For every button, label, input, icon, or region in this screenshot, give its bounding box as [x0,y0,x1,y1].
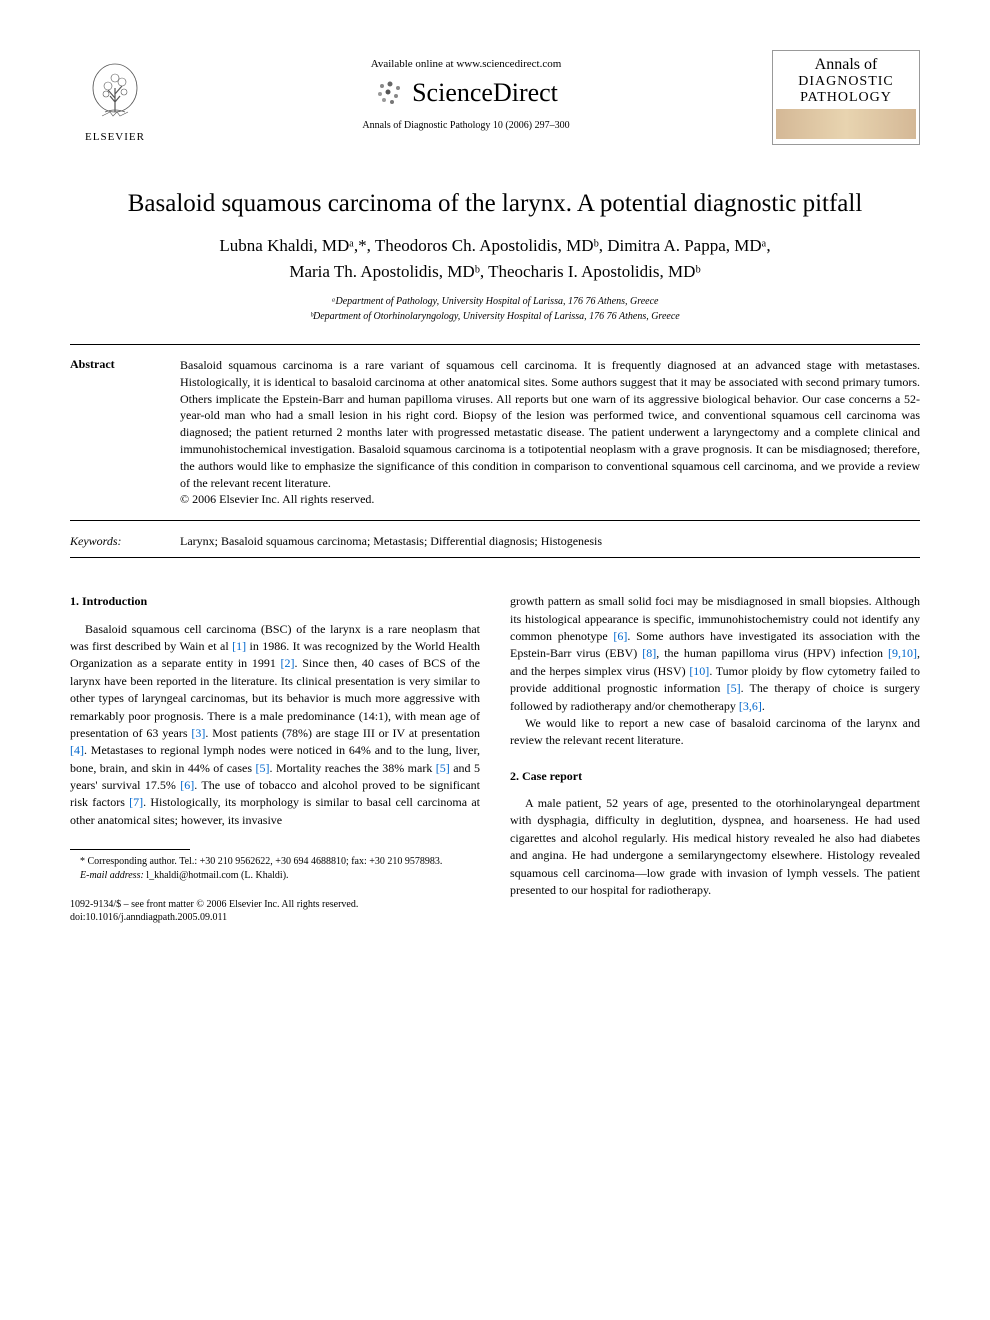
ref-link-5b[interactable]: [5] [436,761,450,775]
elsevier-text: ELSEVIER [85,131,145,143]
ref-link-6b[interactable]: [6] [613,629,627,643]
elsevier-logo: ELSEVIER [70,50,160,150]
available-online-text: Available online at www.sciencedirect.co… [160,58,772,70]
ref-link-910[interactable]: [9,10] [888,646,917,660]
right-column: growth pattern as small solid foci may b… [510,593,920,924]
abstract-row: Abstract Basaloid squamous carcinoma is … [70,357,920,508]
sciencedirect-dots-icon [374,78,404,108]
case-report-heading: 2. Case report [510,768,920,785]
authors: Lubna Khaldi, MDᵃ,*, Theodoros Ch. Apost… [70,233,920,284]
elsevier-tree-icon [80,58,150,128]
case-report-p1: A male patient, 52 years of age, present… [510,795,920,899]
keywords-text: Larynx; Basaloid squamous carcinoma; Met… [180,534,602,549]
journal-box-line2: DIAGNOSTIC [776,74,916,90]
article-title: Basaloid squamous carcinoma of the laryn… [70,190,920,218]
abstract-section: Abstract Basaloid squamous carcinoma is … [70,344,920,521]
ref-link-2[interactable]: [2] [281,656,295,670]
ref-link-36[interactable]: [3,6] [739,699,762,713]
journal-reference: Annals of Diagnostic Pathology 10 (2006)… [160,120,772,131]
footnote-separator [70,849,190,850]
journal-box-line3: PATHOLOGY [776,90,916,106]
ref-link-7[interactable]: [7] [129,795,143,809]
intro-p2: We would like to report a new case of ba… [510,715,920,750]
abstract-text: Basaloid squamous carcinoma is a rare va… [180,357,920,508]
ref-link-5[interactable]: [5] [256,761,270,775]
ref-link-3[interactable]: [3] [191,726,205,740]
authors-line-1: Lubna Khaldi, MDᵃ,*, Theodoros Ch. Apost… [219,236,770,255]
ref-link-1[interactable]: [1] [232,639,246,653]
ref-link-6[interactable]: [6] [180,778,194,792]
keywords-label: Keywords: [70,534,150,549]
intro-continued: growth pattern as small solid foci may b… [510,593,920,715]
ref-link-5c[interactable]: [5] [727,681,741,695]
page-container: ELSEVIER Available online at www.science… [0,0,990,964]
authors-line-2: Maria Th. Apostolidis, MDᵇ, Theocharis I… [289,262,700,281]
intro-heading: 1. Introduction [70,593,480,610]
keywords-row: Keywords: Larynx; Basaloid squamous carc… [70,526,920,558]
email-footnote: E-mail address: l_khaldi@hotmail.com (L.… [70,869,480,883]
left-column: 1. Introduction Basaloid squamous cell c… [70,593,480,924]
ref-link-4[interactable]: [4] [70,743,84,757]
header-center: Available online at www.sciencedirect.co… [160,50,772,131]
body-columns: 1. Introduction Basaloid squamous cell c… [70,593,920,924]
corresponding-author-footnote: * Corresponding author. Tel.: +30 210 95… [70,855,480,869]
ref-link-8[interactable]: [8] [642,646,656,660]
header: ELSEVIER Available online at www.science… [70,50,920,150]
ref-link-10[interactable]: [10] [689,664,709,678]
abstract-copyright: © 2006 Elsevier Inc. All rights reserved… [180,492,374,506]
affiliations: ᵃDepartment of Pathology, University Hos… [70,294,920,324]
journal-box: Annals of DIAGNOSTIC PATHOLOGY [772,50,920,145]
affiliation-a: ᵃDepartment of Pathology, University Hos… [331,296,658,307]
intro-paragraph: Basaloid squamous cell carcinoma (BSC) o… [70,621,480,830]
sciencedirect-text: ScienceDirect [412,78,558,108]
sciencedirect-logo: ScienceDirect [160,78,772,108]
footer-doi: doi:10.1016/j.anndiagpath.2005.09.011 [70,911,480,924]
journal-box-image [776,109,916,139]
affiliation-b: ᵇDepartment of Otorhinolaryngology, Univ… [310,311,679,322]
footer-copyright: 1092-9134/$ – see front matter © 2006 El… [70,898,480,911]
abstract-label: Abstract [70,357,150,508]
journal-box-line1: Annals of [776,56,916,74]
